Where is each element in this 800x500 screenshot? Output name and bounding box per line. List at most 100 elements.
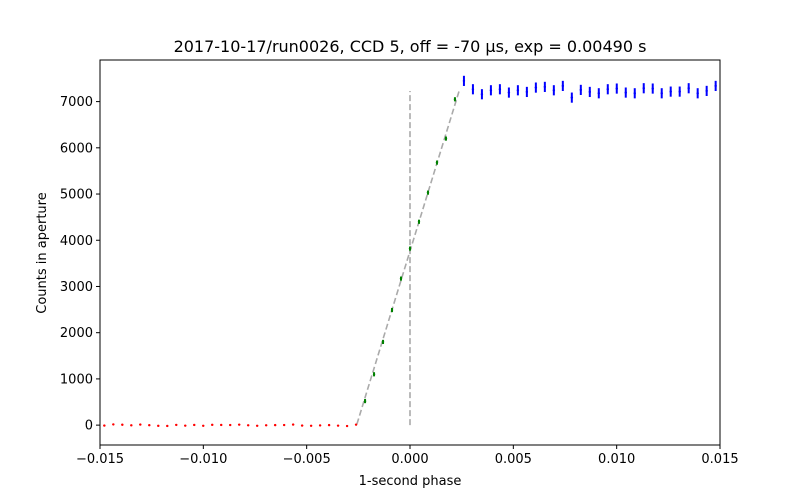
marker <box>246 424 250 427</box>
data-point-0 <box>354 423 358 426</box>
marker <box>381 340 385 344</box>
data-point-2 <box>498 84 502 95</box>
data-point-0 <box>112 423 115 426</box>
marker <box>363 399 367 403</box>
data-point-2 <box>714 80 717 92</box>
data-point-0 <box>336 424 340 427</box>
marker <box>714 84 717 88</box>
data-point-2 <box>534 82 538 93</box>
marker <box>309 424 313 427</box>
marker <box>561 84 565 88</box>
plot-area <box>103 75 717 428</box>
marker <box>327 423 331 427</box>
marker <box>570 96 574 99</box>
marker <box>345 424 349 428</box>
marker <box>291 423 295 426</box>
marker <box>229 423 232 427</box>
data-point-2 <box>552 85 556 96</box>
marker <box>202 424 205 427</box>
data-point-2 <box>489 85 493 96</box>
data-point-2 <box>660 88 663 99</box>
data-point-1 <box>372 372 376 377</box>
marker <box>435 161 439 164</box>
x-tick-label: −0.010 <box>179 452 227 467</box>
data-point-0 <box>318 424 322 427</box>
x-axis-label: 1-second phase <box>359 474 462 489</box>
data-point-2 <box>570 92 574 103</box>
data-point-0 <box>211 423 214 427</box>
data-point-0 <box>148 424 151 427</box>
marker <box>255 424 259 427</box>
marker <box>175 423 178 427</box>
marker <box>624 91 627 94</box>
y-tick-label: 3000 <box>60 280 93 295</box>
data-point-0 <box>327 423 331 427</box>
marker <box>184 424 187 427</box>
marker <box>705 89 708 93</box>
y-axis-label: Counts in aperture <box>35 192 50 313</box>
data-point-1 <box>408 246 412 251</box>
data-point-2 <box>525 86 529 98</box>
data-point-0 <box>237 423 241 426</box>
data-point-2 <box>597 88 600 99</box>
marker <box>237 423 241 426</box>
marker <box>354 423 358 426</box>
data-point-1 <box>426 190 430 195</box>
marker <box>112 423 115 426</box>
data-point-0 <box>121 423 124 426</box>
marker <box>651 87 654 90</box>
marker <box>642 87 645 90</box>
marker <box>139 423 142 426</box>
marker <box>390 308 394 312</box>
marker <box>498 88 502 91</box>
marker <box>696 92 699 95</box>
marker <box>516 89 520 92</box>
marker <box>678 90 681 93</box>
data-point-0 <box>291 423 295 426</box>
marker <box>471 88 475 91</box>
data-point-2 <box>678 86 681 97</box>
data-point-2 <box>462 75 466 86</box>
fit-line <box>356 91 460 425</box>
ticks: −0.015 −0.010 −0.005 0.000 0.005 0.010 0.015 0 1… <box>60 95 739 467</box>
marker <box>444 137 448 140</box>
marker <box>103 424 106 427</box>
data-point-1 <box>417 219 421 224</box>
marker <box>372 373 376 376</box>
data-point-1 <box>435 160 439 165</box>
data-point-0 <box>282 423 286 427</box>
data-point-0 <box>220 423 223 427</box>
data-point-2 <box>696 88 699 99</box>
data-point-2 <box>588 86 591 98</box>
marker <box>318 424 322 427</box>
marker <box>282 423 286 427</box>
marker <box>615 87 618 90</box>
x-tick-label: −0.005 <box>283 452 331 467</box>
marker <box>462 79 466 83</box>
marker <box>336 424 340 427</box>
marker <box>273 423 277 427</box>
marker <box>606 88 609 91</box>
x-tick-label: −0.015 <box>76 452 124 467</box>
data-point-0 <box>130 424 133 427</box>
marker <box>525 90 529 94</box>
x-tick-label: 0.015 <box>701 452 738 467</box>
data-point-0 <box>255 424 259 427</box>
data-point-0 <box>229 423 232 427</box>
marker <box>121 423 124 426</box>
data-point-0 <box>166 424 169 428</box>
y-tick-label: 7000 <box>60 95 93 110</box>
data-point-2 <box>651 83 654 94</box>
marker <box>193 423 196 427</box>
marker <box>489 89 493 92</box>
marker <box>588 90 591 94</box>
marker <box>597 92 600 95</box>
data-point-2 <box>705 85 708 97</box>
marker <box>534 86 538 89</box>
marker <box>687 87 690 90</box>
marker <box>399 277 403 280</box>
data-point-1 <box>444 136 448 141</box>
marker <box>300 424 304 427</box>
marker <box>211 423 214 427</box>
